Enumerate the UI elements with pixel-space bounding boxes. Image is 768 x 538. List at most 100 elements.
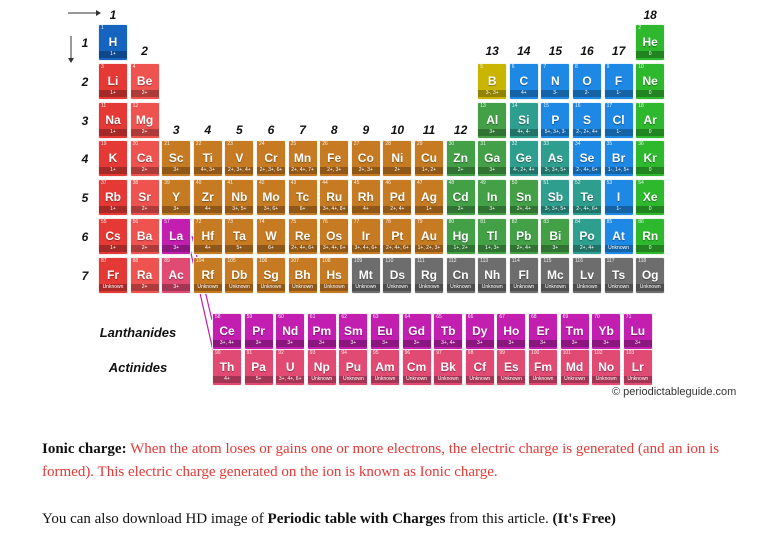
- element-cf[interactable]: 98 Cf Unknown: [464, 349, 495, 386]
- element-fr[interactable]: 87 Fr Unknown: [98, 256, 128, 294]
- element-hf[interactable]: 72 Hf 4+: [192, 218, 223, 255]
- element-f[interactable]: 9 F 1-: [603, 62, 634, 100]
- element-pa[interactable]: 91 Pa 5+: [243, 349, 274, 386]
- element-kr[interactable]: 36 Kr 0: [635, 140, 666, 178]
- element-ru[interactable]: 44 Ru 3+, 4+, 8+: [319, 179, 350, 217]
- element-i[interactable]: 53 I 1-: [603, 179, 634, 217]
- element-lu[interactable]: 71 Lu 3+: [622, 313, 653, 350]
- element-mg[interactable]: 12 Mg 2+: [129, 101, 160, 139]
- element-v[interactable]: 23 V 2+, 3+, 4+: [224, 140, 255, 178]
- element-sg[interactable]: 106 Sg Unknown: [256, 256, 286, 294]
- element-li[interactable]: 3 Li 1+: [98, 62, 128, 100]
- element-as[interactable]: 33 As 3-, 3+, 5+: [540, 140, 571, 178]
- element-y[interactable]: 39 Y 3+: [161, 179, 192, 217]
- element-am[interactable]: 95 Am Unknown: [370, 349, 400, 386]
- element-pu[interactable]: 94 Pu Unknown: [338, 349, 369, 386]
- element-tc[interactable]: 43 Tc 6+: [287, 179, 318, 217]
- element-tl[interactable]: 81 Tl 1+, 3+: [477, 218, 508, 255]
- element-al[interactable]: 13 Al 3+: [477, 101, 508, 139]
- element-cs[interactable]: 55 Cs 1+: [98, 218, 128, 255]
- element-bh[interactable]: 107 Bh Unknown: [287, 256, 318, 294]
- element-p[interactable]: 15 P 5+, 3+, 3-: [540, 101, 571, 139]
- element-th[interactable]: 90 Th 4+: [212, 349, 242, 386]
- element-at[interactable]: 85 At Unknown: [603, 218, 634, 255]
- element-ce[interactable]: 58 Ce 3+, 4+: [212, 313, 242, 350]
- element-hs[interactable]: 108 Hs Unknown: [319, 256, 350, 294]
- element-sb[interactable]: 51 Sb 3-, 3+, 5+: [540, 179, 571, 217]
- element-og[interactable]: 118 Og Unknown: [635, 256, 666, 294]
- element-n[interactable]: 7 N 3-: [540, 62, 571, 100]
- element-ag[interactable]: 47 Ag 1+: [414, 179, 444, 217]
- element-pt[interactable]: 78 Pt 2+, 4+, 6+: [382, 218, 413, 255]
- element-ge[interactable]: 32 Ge 4-, 2+, 4+: [508, 140, 539, 178]
- element-gd[interactable]: 64 Gd 3+: [401, 313, 432, 350]
- element-mc[interactable]: 115 Mc Unknown: [540, 256, 571, 294]
- element-tm[interactable]: 69 Tm 3+: [559, 313, 590, 350]
- element-rb[interactable]: 37 Rb 1+: [98, 179, 128, 217]
- element-zr[interactable]: 40 Zr 4+: [192, 179, 223, 217]
- element-pr[interactable]: 59 Pr 3+: [243, 313, 274, 350]
- element-po[interactable]: 84 Po 2+, 4+: [572, 218, 602, 255]
- element-pb[interactable]: 82 Pb 2+, 4+: [508, 218, 539, 255]
- element-np[interactable]: 93 Np Unknown: [306, 349, 337, 386]
- element-mt[interactable]: 109 Mt Unknown: [350, 256, 381, 294]
- element-os[interactable]: 76 Os 3+, 4+, 6+: [319, 218, 350, 255]
- element-ir[interactable]: 77 Ir 3+, 4+, 6+: [350, 218, 381, 255]
- element-lr[interactable]: 103 Lr Unknown: [622, 349, 653, 386]
- element-rf[interactable]: 104 Rf Unknown: [192, 256, 223, 294]
- element-cr[interactable]: 24 Cr 2+, 3+, 6+: [256, 140, 286, 178]
- element-cd[interactable]: 48 Cd 2+: [445, 179, 476, 217]
- element-b[interactable]: 5 B 3-, 3+: [477, 62, 508, 100]
- element-rh[interactable]: 45 Rh 4+: [350, 179, 381, 217]
- element-rn[interactable]: 86 Rn 0: [635, 218, 666, 255]
- element-sm[interactable]: 62 Sm 3+: [338, 313, 369, 350]
- element-ga[interactable]: 31 Ga 3+: [477, 140, 508, 178]
- element-nd[interactable]: 60 Nd 3+: [275, 313, 306, 350]
- element-pm[interactable]: 61 Pm 3+: [306, 313, 337, 350]
- element-ba[interactable]: 56 Ba 2+: [129, 218, 160, 255]
- download-link-text[interactable]: Periodic table with Charges: [267, 511, 446, 527]
- element-sc[interactable]: 21 Sc 3+: [161, 140, 192, 178]
- element-lv[interactable]: 116 Lv Unknown: [572, 256, 602, 294]
- element-br[interactable]: 35 Br 1-, 1+, 5+: [603, 140, 634, 178]
- element-ca[interactable]: 20 Ca 2+: [129, 140, 160, 178]
- element-ds[interactable]: 110 Ds Unknown: [382, 256, 413, 294]
- element-co[interactable]: 27 Co 2+, 3+: [350, 140, 381, 178]
- element-la[interactable]: 57 La 3+: [161, 218, 192, 255]
- element-sn[interactable]: 50 Sn 2+, 4+: [508, 179, 539, 217]
- element-cn[interactable]: 112 Cn Unknown: [445, 256, 476, 294]
- element-mn[interactable]: 25 Mn 2+, 4+, 7+: [287, 140, 318, 178]
- element-ne[interactable]: 10 Ne 0: [635, 62, 666, 100]
- element-re[interactable]: 75 Re 2+, 4+, 6+: [287, 218, 318, 255]
- element-fm[interactable]: 100 Fm Unknown: [528, 349, 558, 386]
- element-bk[interactable]: 97 Bk Unknown: [433, 349, 464, 386]
- element-o[interactable]: 8 O 2-: [572, 62, 602, 100]
- element-te[interactable]: 52 Te 2-, 4+, 6+: [572, 179, 602, 217]
- element-cl[interactable]: 17 Cl 1-: [603, 101, 634, 139]
- element-cu[interactable]: 29 Cu 1+, 2+: [414, 140, 444, 178]
- element-zn[interactable]: 30 Zn 2+: [445, 140, 476, 178]
- element-cm[interactable]: 96 Cm Unknown: [401, 349, 432, 386]
- element-tb[interactable]: 65 Tb 3+, 4+: [433, 313, 464, 350]
- element-rg[interactable]: 111 Rg Unknown: [414, 256, 444, 294]
- element-ho[interactable]: 67 Ho 3+: [496, 313, 527, 350]
- element-er[interactable]: 68 Er 3+: [528, 313, 558, 350]
- element-yb[interactable]: 70 Yb 3+: [591, 313, 622, 350]
- element-hg[interactable]: 80 Hg 1+, 2+: [445, 218, 476, 255]
- element-c[interactable]: 6 C 4+: [508, 62, 539, 100]
- element-ar[interactable]: 18 Ar 0: [635, 101, 666, 139]
- element-s[interactable]: 16 S 2-, 2+, 4+: [572, 101, 602, 139]
- element-xe[interactable]: 54 Xe 0: [635, 179, 666, 217]
- element-u[interactable]: 92 U 3+, 4+, 6+: [275, 349, 306, 386]
- element-ac[interactable]: 89 Ac 3+: [161, 256, 192, 294]
- element-sr[interactable]: 38 Sr 2+: [129, 179, 160, 217]
- element-fe[interactable]: 26 Fe 2+, 3+: [319, 140, 350, 178]
- element-ni[interactable]: 28 Ni 2+: [382, 140, 413, 178]
- element-db[interactable]: 105 Db Unknown: [224, 256, 255, 294]
- element-ti[interactable]: 22 Ti 4+, 3+: [192, 140, 223, 178]
- element-nb[interactable]: 41 Nb 3+, 5+: [224, 179, 255, 217]
- element-es[interactable]: 99 Es Unknown: [496, 349, 527, 386]
- element-au[interactable]: 79 Au 1+, 2+, 3+: [414, 218, 444, 255]
- element-bi[interactable]: 83 Bi 3+: [540, 218, 571, 255]
- element-no[interactable]: 102 No Unknown: [591, 349, 622, 386]
